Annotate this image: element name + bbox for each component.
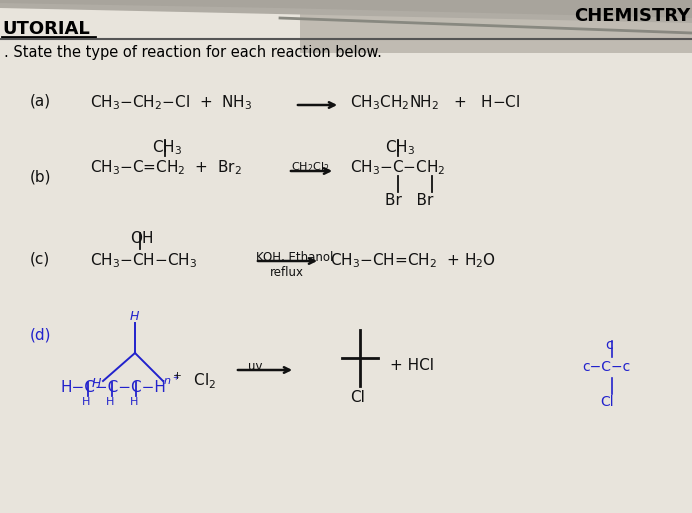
Text: $\mathit{n}^+$: $\mathit{n}^+$ <box>163 373 180 388</box>
Text: KOH, Ethanol: KOH, Ethanol <box>256 251 334 264</box>
Text: $^+$  Cl$_2$: $^+$ Cl$_2$ <box>170 370 216 390</box>
Text: H: H <box>106 397 114 407</box>
Text: c−C−c: c−C−c <box>582 360 630 374</box>
Text: uv: uv <box>248 360 262 373</box>
Text: CHEMISTRY: CHEMISTRY <box>574 7 690 25</box>
Polygon shape <box>300 0 692 53</box>
Text: reflux: reflux <box>270 266 304 279</box>
Text: Br   Br: Br Br <box>385 193 433 208</box>
Text: CH$_3$−C=CH$_2$  +  Br$_2$: CH$_3$−C=CH$_2$ + Br$_2$ <box>90 158 242 176</box>
Text: H: H <box>130 397 138 407</box>
Text: (d): (d) <box>30 328 51 343</box>
Text: UTORIAL: UTORIAL <box>2 20 90 38</box>
Text: (c): (c) <box>30 251 51 266</box>
Text: c: c <box>605 338 612 352</box>
Text: $\mathit{H}$: $\mathit{H}$ <box>91 377 102 390</box>
Text: Cl: Cl <box>600 395 614 409</box>
Text: $\mathit{H}$: $\mathit{H}$ <box>129 310 140 323</box>
Text: (a): (a) <box>30 93 51 108</box>
Text: CH$_3$: CH$_3$ <box>152 138 182 156</box>
Text: . State the type of reaction for each reaction below.: . State the type of reaction for each re… <box>4 45 382 60</box>
Text: H−C−C−C−H: H−C−C−C−H <box>60 380 166 395</box>
Text: CH$_3$CH$_2$NH$_2$   +   H−Cl: CH$_3$CH$_2$NH$_2$ + H−Cl <box>350 93 520 112</box>
Text: H: H <box>82 397 91 407</box>
Text: CH$_3$−C−CH$_2$: CH$_3$−C−CH$_2$ <box>350 158 446 176</box>
Text: CH$_3$−CH$_2$−Cl  +  NH$_3$: CH$_3$−CH$_2$−Cl + NH$_3$ <box>90 93 252 112</box>
Text: CH$_3$−CH=CH$_2$  + H$_2$O: CH$_3$−CH=CH$_2$ + H$_2$O <box>330 251 496 270</box>
Polygon shape <box>0 0 692 23</box>
Text: CH$_3$−CH−CH$_3$: CH$_3$−CH−CH$_3$ <box>90 251 197 270</box>
Polygon shape <box>0 0 692 18</box>
Text: Cl: Cl <box>350 390 365 405</box>
Text: CH$_3$: CH$_3$ <box>385 138 415 156</box>
Text: (b): (b) <box>30 170 51 185</box>
Text: CH$_2$Cl$_2$: CH$_2$Cl$_2$ <box>291 160 329 174</box>
Text: + HCl: + HCl <box>390 358 434 373</box>
Text: OH: OH <box>130 231 154 246</box>
